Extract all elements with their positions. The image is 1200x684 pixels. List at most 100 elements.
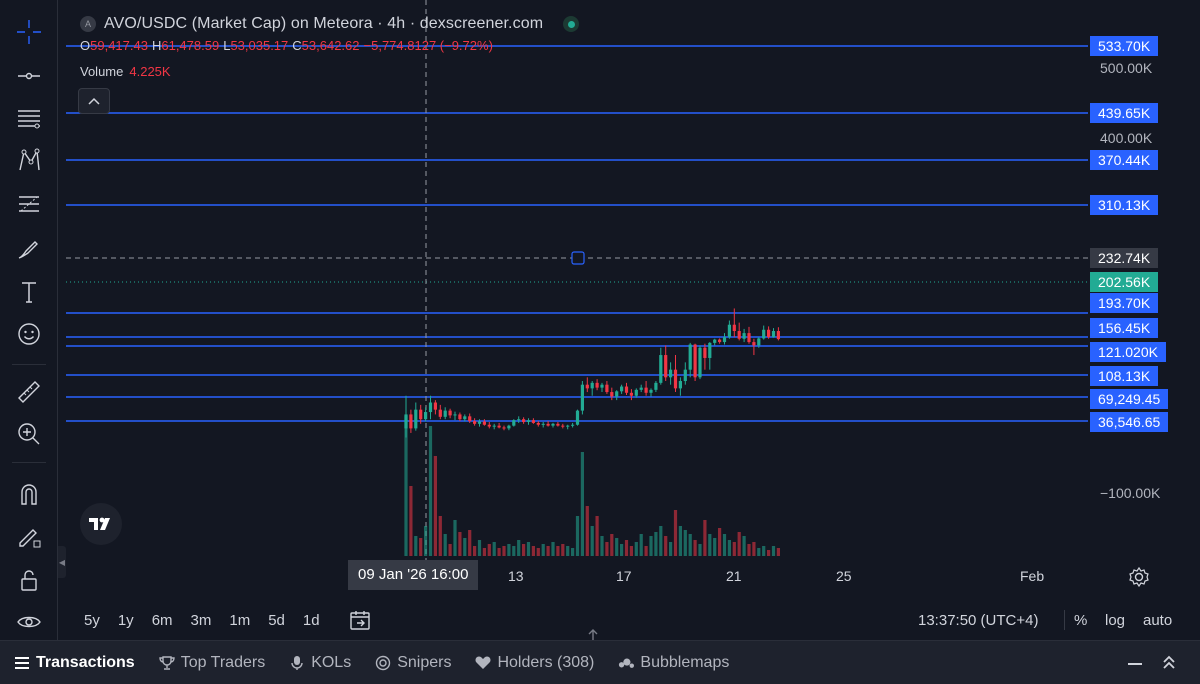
candle-body (659, 355, 663, 383)
volume-bar (737, 532, 741, 556)
tab-label: KOLs (311, 653, 352, 671)
volume-bar (522, 544, 526, 556)
range-button-1m[interactable]: 1m (229, 611, 251, 629)
price-level-tag[interactable]: 108.13K (1090, 366, 1159, 386)
ruler-icon[interactable] (11, 374, 47, 410)
volume-value: 4.225K (129, 63, 171, 79)
date-range-calendar-icon[interactable] (348, 608, 372, 632)
price-level-tag[interactable]: 310.13K (1090, 195, 1159, 215)
brush-icon[interactable] (11, 230, 47, 266)
candle-body (453, 414, 457, 416)
volume-bar (409, 486, 413, 556)
candle-body (727, 324, 731, 338)
candle-body (443, 410, 447, 417)
pencil-lock-icon[interactable] (11, 518, 47, 554)
price-level-tag[interactable]: 69,249.45 (1090, 389, 1169, 409)
fib-retracement-icon[interactable] (11, 186, 47, 222)
volume-bar (629, 546, 633, 556)
volume-bar (654, 532, 658, 556)
volume-bar (742, 536, 746, 556)
candle-body (595, 382, 599, 388)
range-button-6m[interactable]: 6m (151, 611, 173, 629)
emoji-icon[interactable] (11, 316, 47, 352)
range-button-3m[interactable]: 3m (190, 611, 212, 629)
tab-bubblemaps[interactable]: Bubblemaps (618, 654, 729, 672)
candle-body (757, 338, 761, 346)
tab-top-traders[interactable]: Top Traders (159, 654, 265, 672)
text-tool-icon[interactable] (11, 274, 47, 310)
candle-body (536, 422, 540, 425)
volume-bar (639, 534, 643, 556)
price-level-tag[interactable]: 193.70K (1090, 293, 1159, 313)
axis-settings-gear-icon[interactable] (1128, 566, 1150, 588)
volume-bar (732, 542, 736, 556)
candle-body (522, 419, 526, 423)
range-button-5y[interactable]: 5y (84, 611, 100, 629)
pattern-icon[interactable] (11, 142, 47, 178)
symbol-logo: A (80, 16, 96, 32)
range-button-5d[interactable]: 5d (268, 611, 285, 629)
target-icon (375, 655, 391, 671)
candle-body (482, 421, 486, 425)
price-chart[interactable] (66, 0, 1188, 600)
price-level-tag[interactable]: 439.65K (1090, 103, 1159, 123)
magnet-icon[interactable] (11, 476, 47, 512)
candle-body (776, 331, 780, 340)
candle-body (438, 409, 442, 417)
auto-scale-button[interactable]: auto (1143, 611, 1173, 629)
candle-body (688, 344, 692, 370)
candle-body (693, 344, 697, 378)
toolbar-collapse-handle[interactable]: ◀ (58, 546, 66, 578)
volume-label: Volume (80, 63, 124, 79)
lock-icon[interactable] (11, 562, 47, 598)
microphone-icon (289, 655, 305, 671)
toolbar-separator (12, 364, 46, 365)
tab-holders-308[interactable]: Holders (308) (475, 654, 594, 672)
volume-bar (678, 526, 682, 556)
expand-chevrons-icon[interactable] (1160, 653, 1178, 671)
candle-body (428, 402, 433, 413)
candle-body (615, 391, 619, 397)
clock-timezone[interactable]: 13:37:50 (UTC+4) (918, 611, 1039, 629)
tab-kols[interactable]: KOLs (289, 654, 351, 672)
zoom-in-icon[interactable] (11, 416, 47, 452)
ohlc-key: O (80, 37, 91, 53)
range-button-1y[interactable]: 1y (117, 611, 134, 629)
crosshair-icon[interactable] (11, 14, 47, 50)
price-level-tag[interactable]: 121.020K (1090, 342, 1166, 362)
candle-body (566, 425, 570, 427)
price-level-tag[interactable]: 533.70K (1090, 36, 1159, 56)
candle-body (433, 402, 437, 410)
horizontal-lines-icon[interactable] (11, 100, 47, 136)
range-button-1d[interactable]: 1d (302, 611, 320, 629)
volume-bar (458, 532, 462, 556)
log-scale-button[interactable]: log (1105, 611, 1126, 629)
price-axis-label: −100.00K (1100, 485, 1161, 501)
list-icon (14, 655, 30, 671)
tradingview-logo-icon[interactable] (80, 503, 122, 545)
price-level-tag[interactable]: 36,546.65 (1090, 412, 1169, 432)
volume-bar (664, 536, 668, 556)
chevron-up-icon[interactable] (78, 88, 110, 114)
volume-bar (703, 520, 707, 556)
price-level-tag[interactable]: 370.44K (1090, 150, 1159, 170)
volume-bar (713, 538, 717, 556)
volume-bar (414, 536, 418, 556)
eye-icon[interactable] (11, 604, 47, 640)
candle-body (620, 386, 624, 392)
volume-bar (536, 548, 540, 556)
trend-line-icon[interactable] (11, 58, 47, 94)
candle-body (634, 389, 638, 396)
candle-body (600, 384, 604, 388)
tab-snipers[interactable]: Snipers (375, 654, 451, 672)
candle-body (767, 329, 771, 338)
range-buttons: 5y 1y 6m 3m 1m 5d 1d (66, 612, 320, 629)
tab-transactions[interactable]: Transactions (14, 654, 135, 672)
percent-scale-button[interactable]: % (1074, 611, 1088, 629)
minimize-icon[interactable] (1126, 653, 1144, 671)
volume-bar (767, 550, 771, 556)
toolbar-separator (12, 462, 46, 463)
price-level-tag[interactable]: 156.45K (1090, 318, 1159, 338)
heart-icon (475, 655, 491, 671)
chart-pane[interactable]: A AVO/USDC (Market Cap) on Meteora · 4h … (66, 0, 1200, 640)
